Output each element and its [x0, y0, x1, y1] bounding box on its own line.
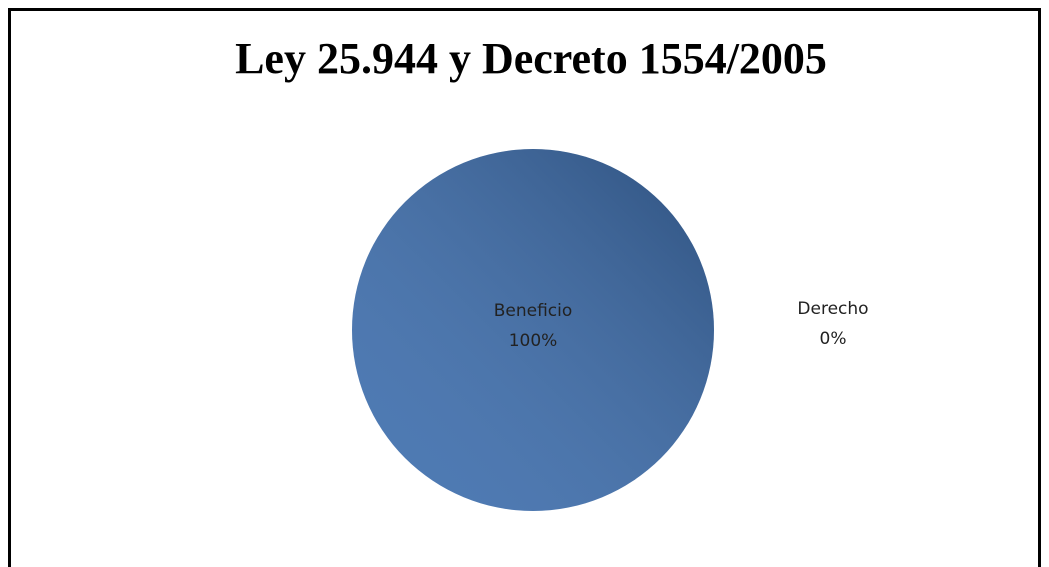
slice-shade	[352, 149, 714, 511]
category-label: Beneficio	[494, 301, 573, 321]
data-labels: Beneficio 100% Derecho 0%	[494, 299, 869, 351]
chart-title: Ley 25.944 y Decreto 1554/2005	[235, 34, 827, 83]
value-label: 100%	[509, 331, 558, 351]
pie	[352, 149, 714, 511]
category-label: Derecho	[797, 299, 868, 319]
value-label: 0%	[820, 329, 847, 349]
